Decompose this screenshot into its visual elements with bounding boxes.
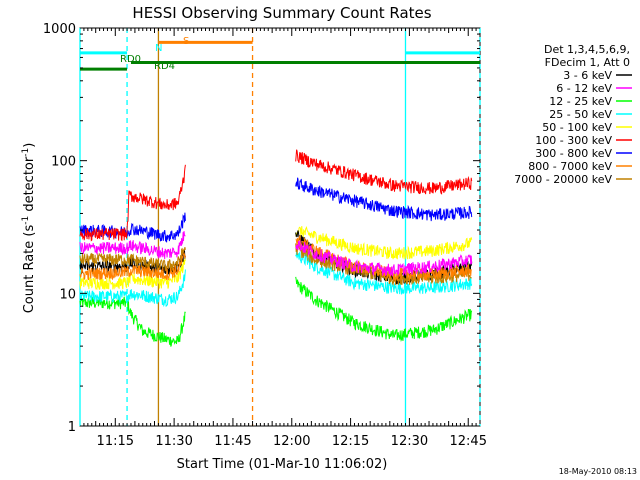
x-tick-label: 11:30 [155, 434, 192, 449]
legend-label: 50 - 100 keV [542, 121, 612, 134]
series-line [79, 251, 186, 281]
legend: Det 1,3,4,5,6,9, FDecim 1, Att 0 3 - 6 k… [514, 43, 632, 186]
series-line [295, 276, 473, 342]
series-line [79, 296, 186, 347]
legend-label: 3 - 6 keV [563, 69, 612, 82]
flag-label: S [183, 36, 189, 47]
series-line [295, 149, 473, 195]
series-line [295, 225, 473, 260]
legend-label: 12 - 25 keV [549, 95, 612, 108]
flag-label: RD0 [120, 54, 141, 65]
series-line [79, 212, 186, 243]
x-tick-label: 12:15 [332, 434, 369, 449]
legend-label: 800 - 7000 keV [528, 160, 612, 173]
y-tick-label: 100 [51, 155, 76, 170]
series-line [295, 250, 473, 295]
series-line [295, 240, 473, 277]
series-line [79, 250, 186, 276]
y-axis-label: Count Rate (s-1 detector-1) [21, 143, 37, 314]
series-line [79, 247, 186, 272]
y-tick-label: 1000 [43, 22, 76, 37]
legend-label: 6 - 12 keV [556, 82, 612, 95]
legend-label: 100 - 300 keV [535, 134, 612, 147]
flag-label: N [155, 43, 162, 54]
legend-header-1: Det 1,3,4,5,6,9, [544, 43, 630, 56]
legend-header-2: FDecim 1, Att 0 [545, 56, 630, 69]
series-line [79, 164, 186, 242]
series-line [79, 258, 186, 290]
legend-label: 7000 - 20000 keV [514, 173, 612, 186]
x-tick-label: 11:15 [97, 434, 134, 449]
series-line [79, 269, 186, 308]
footer-timestamp: 18-May-2010 08:13 [559, 467, 637, 476]
x-tick-label: 12:30 [391, 434, 428, 449]
y-tick-label: 1 [68, 420, 76, 435]
series-line [295, 177, 473, 222]
x-tick-label: 11:45 [214, 434, 251, 449]
legend-label: 300 - 800 keV [535, 147, 612, 160]
x-tick-label: 12:00 [273, 434, 310, 449]
y-tick-label: 10 [59, 287, 76, 302]
flag-label: RD4 [154, 61, 175, 72]
x-axis-label: Start Time (01-Mar-10 11:06:02) [177, 457, 388, 472]
series-line [79, 231, 186, 260]
chart-title: HESSI Observing Summary Count Rates [132, 4, 431, 22]
x-tick-label: 12:45 [450, 434, 487, 449]
legend-label: 25 - 50 keV [549, 108, 612, 121]
plot-area: N S RD0 RD4 1 10 100 1000 11:15 11:30 11:45 12:00… [43, 22, 487, 449]
